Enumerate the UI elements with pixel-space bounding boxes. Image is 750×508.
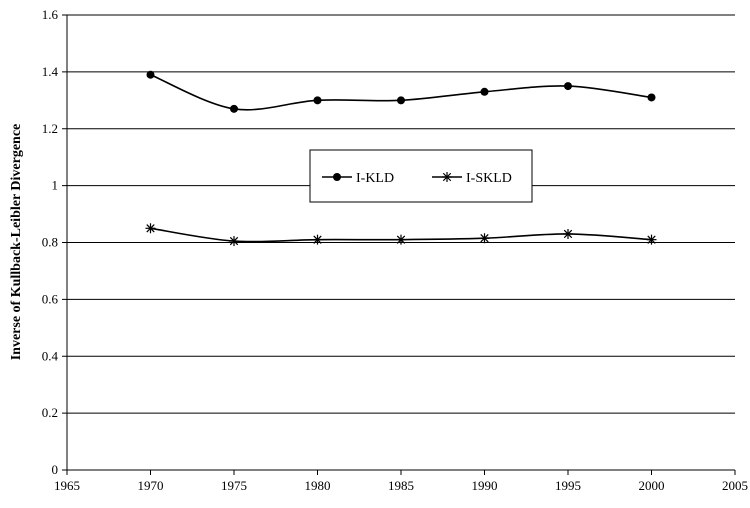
data-point-i-kld-1985 xyxy=(397,96,405,105)
y-tick-label-3: 0.6 xyxy=(42,291,59,306)
data-point-i-skld-1995 xyxy=(563,228,573,239)
data-point-i-kld-2000 xyxy=(647,93,656,102)
series xyxy=(145,70,657,247)
data-point-i-skld-1985 xyxy=(396,234,406,245)
x-tick-label-4: 1985 xyxy=(388,478,414,493)
series-i-skld xyxy=(145,223,657,247)
y-axis-title: Inverse of Kullback-Leibler Divergence xyxy=(9,124,24,361)
legend-label-i-kld: I-KLD xyxy=(356,171,394,186)
legend-box xyxy=(309,149,533,203)
y-tick-label-4: 0.8 xyxy=(42,235,58,250)
legend: I-KLD I-SKLD xyxy=(309,149,533,203)
legend-marker-i-kld xyxy=(333,173,341,181)
gridlines xyxy=(67,14,735,414)
y-tick-label-8: 1.6 xyxy=(42,7,59,22)
legend-label-i-skld: I-SKLD xyxy=(466,171,512,186)
legend-items: I-KLD I-SKLD xyxy=(322,171,512,186)
data-point-i-skld-1975 xyxy=(229,236,239,247)
data-point-i-kld-1990 xyxy=(480,87,489,96)
y-tick-label-5: 1 xyxy=(52,178,59,193)
data-point-i-skld-1980 xyxy=(312,234,323,245)
series-line-i-kld xyxy=(150,73,652,111)
x-tick-label-2: 1975 xyxy=(221,478,247,493)
x-tick-label-1: 1970 xyxy=(138,478,164,493)
data-point-i-skld-2000 xyxy=(646,234,657,245)
x-tick-label-7: 2000 xyxy=(639,478,665,493)
data-point-i-kld-1975 xyxy=(230,104,238,113)
y-tick-label-0: 0 xyxy=(52,462,59,477)
y-tick-label-2: 0.4 xyxy=(42,348,59,363)
y-tick-label-7: 1.4 xyxy=(42,64,59,79)
axes: 0 0.2 0.4 0.6 0.8 1 1.2 1.4 1.6 1965 1970 1975 1980 1… xyxy=(42,7,748,493)
legend-item-i-skld: I-SKLD xyxy=(432,171,512,186)
data-point-i-skld-1970 xyxy=(145,223,156,234)
y-tick-label-1: 0.2 xyxy=(42,405,58,420)
x-tick-label-8: 2005 xyxy=(722,478,748,493)
legend-marker-i-skld xyxy=(442,172,452,182)
y-tick-label-6: 1.2 xyxy=(42,121,58,136)
legend-item-i-kld: I-KLD xyxy=(322,171,394,186)
data-point-i-kld-1970 xyxy=(146,70,155,79)
data-point-i-skld-1990 xyxy=(479,233,490,244)
data-point-i-kld-1995 xyxy=(564,82,572,91)
x-tick-label-3: 1980 xyxy=(305,478,331,493)
series-i-kld xyxy=(146,70,656,113)
x-tick-label-6: 1995 xyxy=(555,478,581,493)
data-point-i-kld-1980 xyxy=(313,96,322,105)
x-tick-label-5: 1990 xyxy=(472,478,498,493)
x-tick-label-0: 1965 xyxy=(54,478,80,493)
